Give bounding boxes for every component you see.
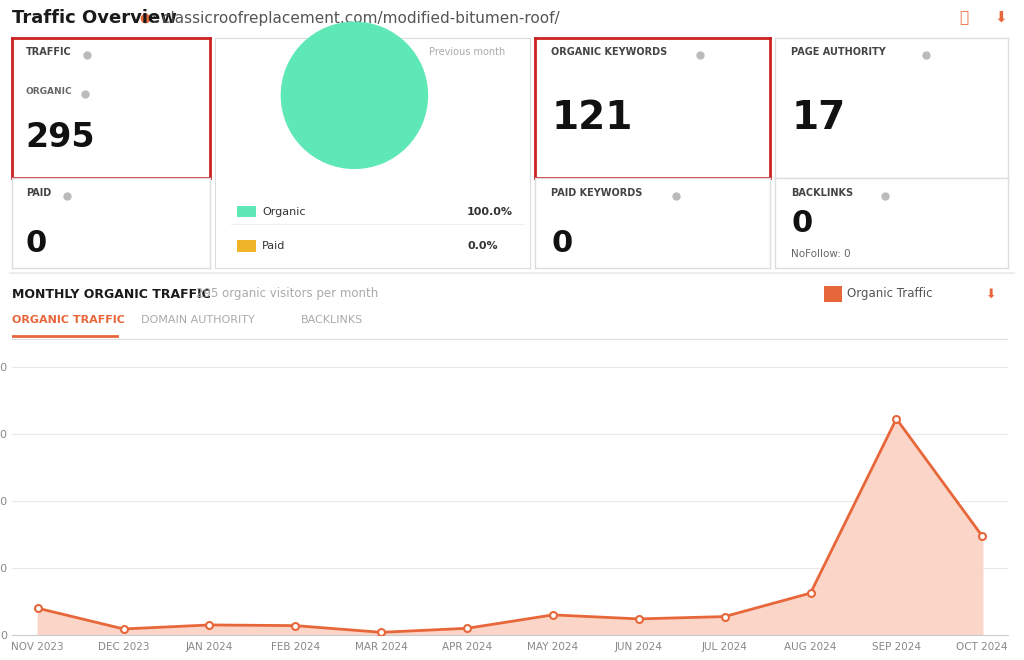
Text: PAGE AUTHORITY: PAGE AUTHORITY: [792, 47, 886, 57]
Text: MONTHLY ORGANIC TRAFFIC: MONTHLY ORGANIC TRAFFIC: [12, 288, 211, 300]
Point: [803, 588, 819, 599]
Text: 295: 295: [26, 121, 95, 154]
Text: Organic Traffic: Organic Traffic: [847, 288, 932, 300]
Point: [373, 627, 389, 638]
Text: Traffic Overview: Traffic Overview: [12, 9, 177, 27]
Text: BACKLINKS: BACKLINKS: [301, 315, 364, 325]
Point: [116, 624, 132, 634]
Text: 121: 121: [552, 99, 633, 137]
Point: [717, 611, 733, 622]
Text: 0: 0: [552, 229, 572, 258]
Text: ORGANIC: ORGANIC: [26, 87, 73, 96]
Text: 17: 17: [792, 99, 846, 137]
Text: Previous month: Previous month: [429, 48, 505, 57]
Text: BACKLINKS: BACKLINKS: [792, 188, 853, 198]
Point: [888, 414, 904, 424]
Text: Paid: Paid: [262, 241, 286, 251]
Text: PAID KEYWORDS: PAID KEYWORDS: [552, 188, 643, 198]
Text: 0.0%: 0.0%: [467, 241, 498, 251]
Text: NoFollow: 0: NoFollow: 0: [792, 249, 851, 259]
Text: 🖨: 🖨: [959, 11, 968, 26]
Text: ⬇: ⬇: [994, 11, 1007, 26]
Text: Organic: Organic: [262, 207, 306, 216]
Bar: [237, 240, 256, 252]
Point: [459, 623, 475, 634]
Text: DOMAIN AUTHORITY: DOMAIN AUTHORITY: [141, 315, 255, 325]
Text: ORGANIC TRAFFIC: ORGANIC TRAFFIC: [12, 315, 125, 325]
Text: ORGANIC KEYWORDS: ORGANIC KEYWORDS: [552, 47, 668, 57]
Wedge shape: [281, 22, 428, 169]
Point: [202, 620, 218, 630]
Point: [545, 610, 561, 620]
Text: 0: 0: [792, 209, 813, 238]
Text: ⬇: ⬇: [986, 288, 996, 300]
Text: 100.0%: 100.0%: [467, 207, 513, 216]
Point: [287, 620, 303, 631]
Text: TRAFFIC: TRAFFIC: [26, 47, 72, 57]
Text: 0: 0: [26, 229, 47, 258]
Bar: [237, 206, 256, 217]
Bar: [823, 286, 842, 302]
Point: [30, 603, 46, 613]
Text: 295 organic visitors per month: 295 organic visitors per month: [197, 288, 379, 300]
Point: [974, 531, 990, 541]
Text: : classicroofreplacement.com/modified-bitumen-roof/: : classicroofreplacement.com/modified-bi…: [152, 11, 560, 26]
Text: PAID: PAID: [26, 188, 51, 198]
Point: [631, 614, 647, 624]
